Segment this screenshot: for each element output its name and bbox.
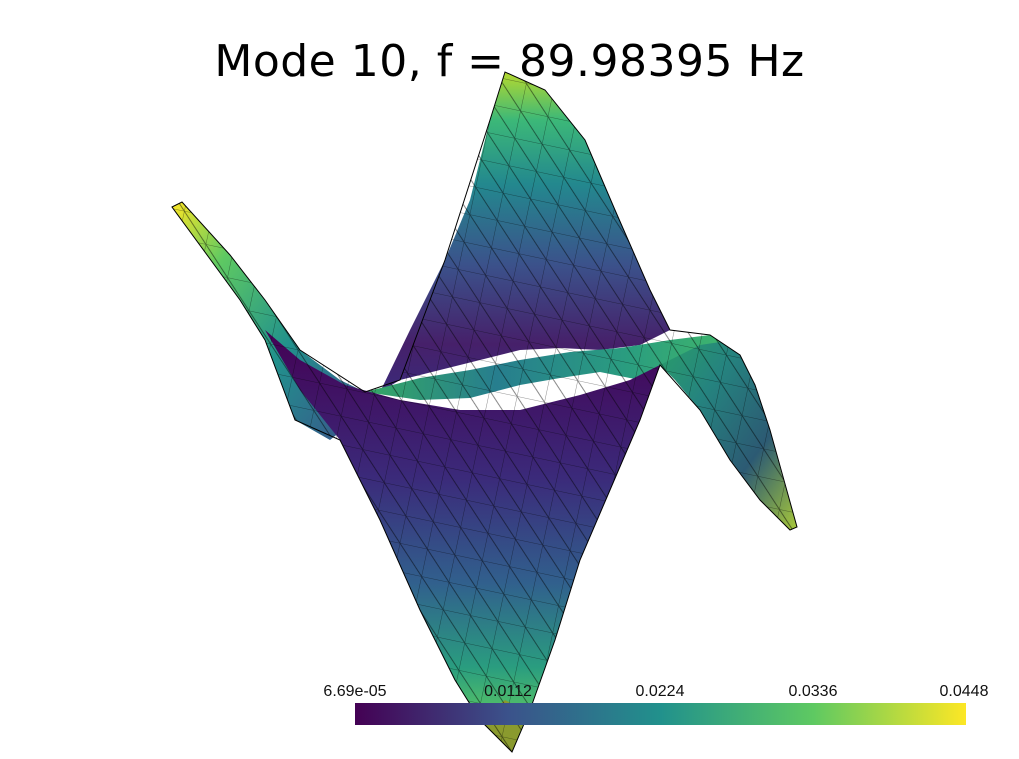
deformed-mesh-surface xyxy=(171,71,798,753)
colorbar-tick-3: 0.0336 xyxy=(788,683,838,700)
surface-outline xyxy=(171,71,798,753)
colorbar-tick-1: 0.0112 xyxy=(484,683,532,700)
colorbar xyxy=(355,703,966,725)
mesh-edges xyxy=(172,72,797,752)
colorbar-tick-4: 0.0448 xyxy=(939,683,989,700)
colorbar-tick-2: 0.0224 xyxy=(635,683,685,700)
colorbar-tick-0: 6.69e-05 xyxy=(323,683,387,700)
